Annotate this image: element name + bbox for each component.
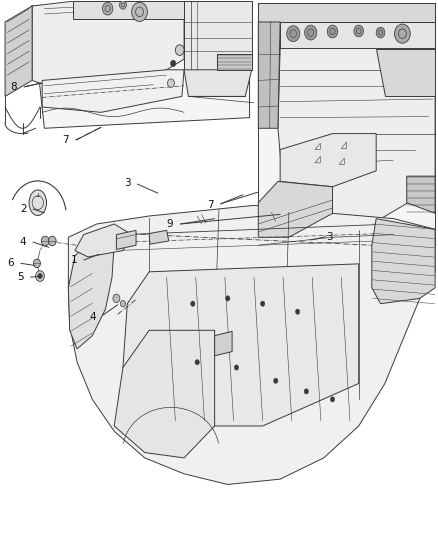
Text: 6: 6 [7, 259, 14, 268]
Polygon shape [258, 181, 332, 237]
Text: 7: 7 [207, 200, 214, 211]
Polygon shape [149, 230, 169, 244]
Polygon shape [184, 70, 252, 96]
Circle shape [170, 60, 176, 67]
Circle shape [132, 2, 148, 21]
Text: 4: 4 [89, 312, 96, 322]
Polygon shape [280, 134, 376, 187]
Circle shape [175, 45, 184, 55]
Polygon shape [258, 22, 280, 128]
Circle shape [376, 27, 385, 38]
Polygon shape [32, 1, 184, 96]
Text: 2: 2 [20, 204, 27, 214]
Polygon shape [117, 230, 136, 249]
Circle shape [287, 26, 300, 42]
Circle shape [261, 301, 265, 306]
Circle shape [330, 397, 335, 402]
Circle shape [167, 79, 174, 87]
Polygon shape [31, 6, 250, 128]
Polygon shape [258, 3, 435, 22]
Polygon shape [184, 1, 252, 70]
Text: 4: 4 [19, 237, 26, 247]
Circle shape [395, 24, 410, 43]
Circle shape [120, 301, 126, 307]
Circle shape [274, 378, 278, 383]
Polygon shape [278, 49, 435, 227]
Ellipse shape [29, 190, 46, 215]
Polygon shape [372, 219, 435, 304]
Circle shape [354, 25, 364, 37]
Polygon shape [114, 330, 215, 458]
Polygon shape [42, 70, 184, 112]
Circle shape [234, 365, 239, 370]
Text: 8: 8 [11, 82, 17, 92]
Circle shape [120, 1, 127, 9]
Text: 3: 3 [124, 177, 131, 188]
Polygon shape [215, 332, 232, 356]
Polygon shape [68, 235, 114, 349]
Polygon shape [258, 3, 435, 245]
Polygon shape [280, 22, 435, 49]
Circle shape [102, 2, 113, 15]
Polygon shape [123, 264, 359, 426]
Polygon shape [5, 6, 32, 96]
Circle shape [191, 301, 195, 306]
Polygon shape [376, 49, 435, 96]
Text: 5: 5 [17, 272, 23, 282]
Circle shape [38, 273, 42, 279]
Circle shape [41, 236, 49, 246]
Polygon shape [407, 176, 435, 213]
Text: 1: 1 [71, 255, 77, 265]
Circle shape [35, 271, 44, 281]
Circle shape [113, 294, 120, 303]
Circle shape [304, 389, 308, 394]
Circle shape [295, 309, 300, 314]
Circle shape [327, 25, 338, 38]
Circle shape [48, 236, 56, 246]
Text: 7: 7 [62, 135, 68, 145]
Polygon shape [73, 1, 184, 19]
Circle shape [195, 360, 199, 365]
Circle shape [33, 259, 40, 268]
Circle shape [226, 296, 230, 301]
Text: 3: 3 [326, 232, 332, 242]
Polygon shape [217, 54, 252, 70]
Text: 9: 9 [166, 219, 173, 229]
Polygon shape [68, 205, 435, 484]
Circle shape [304, 25, 317, 40]
Polygon shape [75, 224, 132, 257]
